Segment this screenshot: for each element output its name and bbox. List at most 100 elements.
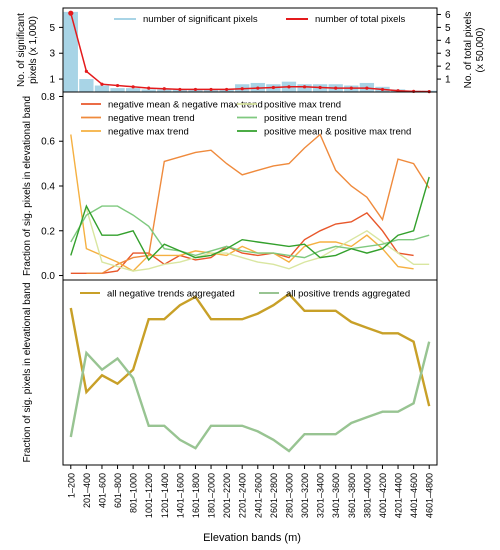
y-tick-label-right: 4 — [445, 36, 451, 47]
legend-label: negative max trend — [108, 127, 189, 138]
legend-label: all positive trends aggregated — [286, 289, 410, 300]
legend-label: positive max trend — [264, 100, 341, 111]
x-tick-label: 3601–3800 — [347, 473, 357, 518]
y-tick-label-right: 3 — [445, 49, 451, 60]
panel-top: 1 3 5 1 2 3 4 5 6 No. of significantpixels (x 1,0… — [16, 7, 486, 94]
legend-label: number of total pixels — [315, 14, 406, 25]
x-tick-label: 401–600 — [97, 473, 107, 508]
y-tick-label-left: 5 — [49, 23, 55, 34]
y-tick-label-left: 1 — [49, 75, 55, 86]
significant-pixels-bar — [94, 85, 110, 92]
y-axis-label: Fraction of sig. pixels in elevational b… — [22, 282, 33, 462]
significant-pixels-bar — [157, 89, 172, 92]
x-tick-label: 201–400 — [82, 473, 92, 508]
x-tick-label: 4201–4400 — [394, 473, 404, 518]
x-axis: 1–200 201–400 401–600 601–800 801–1000 1001–1… — [66, 465, 435, 518]
total-pixels-point — [365, 86, 369, 90]
x-tick-label: 2801–3000 — [284, 473, 294, 518]
legend-label: positive mean trend — [264, 113, 347, 124]
significant-pixels-bar — [125, 88, 141, 92]
panel-bottom-frame — [62, 279, 438, 466]
series-line — [70, 176, 430, 262]
significant-pixels-bar — [110, 88, 125, 92]
total-pixels-line — [70, 13, 430, 93]
total-pixels-point — [147, 86, 151, 90]
series-line — [86, 133, 430, 274]
y-tick-label: 0.0 — [41, 271, 55, 282]
y-axis-label-right: No. of total pixels(x 50,000) — [463, 12, 486, 89]
total-pixels-point — [84, 69, 88, 73]
series-line — [70, 212, 414, 274]
series-line — [70, 134, 414, 272]
x-tick-label: 1601–1800 — [191, 473, 201, 518]
total-pixels-point — [302, 85, 307, 89]
y-tick-label: 0.6 — [41, 137, 55, 148]
x-tick-label: 4001–4200 — [378, 473, 388, 518]
y-axis-label: Fraction of sig. pixels in elevational b… — [22, 96, 33, 276]
legend-top: number of significant pixels number of to… — [114, 14, 406, 25]
total-pixels-point — [240, 87, 244, 91]
total-pixels-point — [68, 10, 74, 16]
legend-label: all negative trends aggregated — [107, 289, 235, 300]
significant-pixels-bar — [141, 89, 156, 92]
legend-bottom: all negative trends aggregated all positi… — [80, 289, 410, 300]
x-tick-label: 2001–2200 — [222, 473, 232, 518]
panels: 1 3 5 1 2 3 4 5 6 No. of significantpixels (x 1,0… — [16, 7, 486, 518]
y-tick-label-right: 1 — [445, 75, 451, 86]
x-tick-label: 4401–4600 — [409, 473, 419, 518]
x-tick-label: 1401–1600 — [175, 473, 185, 518]
total-pixels-point — [115, 83, 120, 88]
significant-pixels-bar — [79, 79, 94, 92]
x-tick-label: 3001–3200 — [300, 473, 310, 518]
total-pixels-point — [162, 87, 166, 91]
y-tick-label-right: 2 — [445, 62, 451, 73]
x-tick-label: 1001–1200 — [144, 473, 154, 518]
series-line — [70, 205, 430, 259]
legend-label: negative mean trend — [108, 113, 195, 124]
legend-label: negative mean & negative max trend — [108, 100, 263, 111]
total-pixels-point — [178, 87, 182, 92]
total-pixels-point — [349, 86, 353, 90]
series-line — [69, 341, 431, 453]
total-pixels-point — [318, 85, 322, 90]
total-pixels-point — [271, 85, 275, 90]
legend-label: number of significant pixels — [143, 14, 258, 25]
x-tick-label: 1801–2000 — [207, 473, 217, 518]
total-pixels-point — [225, 87, 229, 92]
y-tick-label-right: 6 — [445, 10, 451, 21]
legend-middle: negative mean & negative max trend positi… — [81, 100, 411, 138]
x-tick-label: 801–1000 — [129, 473, 139, 513]
y-tick-label: 0.4 — [41, 182, 55, 193]
x-tick-label: 2401–2600 — [253, 473, 263, 518]
x-tick-label: 1–200 — [66, 473, 76, 498]
y-axis-label-left: No. of significantpixels (x 1,000) — [16, 13, 39, 87]
y-tick-label: 0.2 — [41, 226, 55, 237]
legend-label: positive mean & positive max trend — [264, 127, 411, 138]
panel-bottom: Fraction of sig. pixels in elevational b… — [22, 279, 438, 466]
x-tick-label: 2601–2800 — [269, 473, 279, 518]
x-tick-label: 1201–1400 — [160, 473, 170, 518]
x-tick-label: 3801–4000 — [362, 473, 372, 518]
x-tick-label: 3401–3600 — [331, 473, 341, 518]
total-pixels-point — [334, 86, 338, 90]
total-pixels-point — [256, 86, 260, 90]
x-tick-label: 601–800 — [113, 473, 123, 508]
total-pixels-point — [287, 85, 291, 89]
series-line — [85, 208, 430, 272]
x-tick-label: 3201–3400 — [316, 473, 326, 518]
total-pixels-point — [100, 82, 104, 86]
total-pixels-point — [380, 87, 385, 92]
significant-pixels-bar — [63, 11, 78, 92]
series-line — [69, 292, 431, 407]
total-pixels-point — [193, 87, 198, 92]
y-tick-label-right: 5 — [445, 23, 451, 34]
x-tick-label: 4601–4800 — [425, 473, 435, 518]
y-tick-label-left: 3 — [49, 49, 55, 60]
total-pixels-point — [209, 87, 213, 92]
x-axis-label: Elevation bands (m) — [203, 532, 301, 544]
panel-middle: 0.0 0.2 0.4 0.6 0.8 Fraction of sig. pixels i… — [22, 91, 438, 282]
y-tick-label: 0.8 — [41, 92, 55, 103]
x-tick-label: 2201–2400 — [238, 473, 248, 518]
total-pixels-point — [131, 85, 135, 89]
